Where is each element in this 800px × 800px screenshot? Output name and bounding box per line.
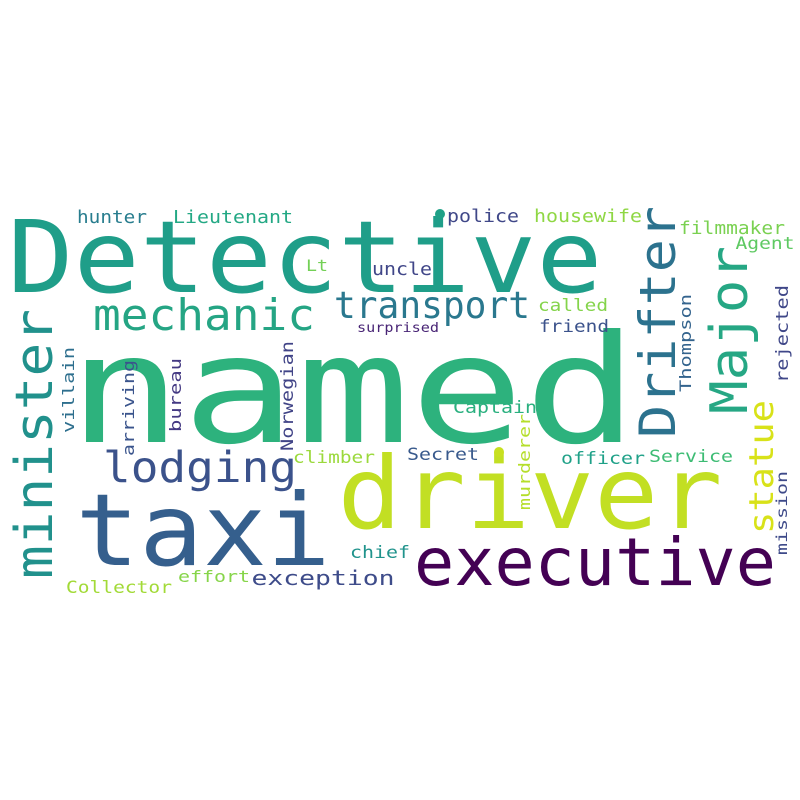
word-named: named: [68, 304, 638, 478]
word-drifter: Drifter: [629, 206, 687, 438]
word-norwegian: Norwegian: [278, 341, 298, 451]
word-murderer: murderer: [515, 414, 534, 510]
word-lieutenant: Lieutenant: [173, 207, 293, 228]
word-driver: driver: [338, 435, 723, 552]
word-secret: Secret: [407, 445, 479, 465]
word-taxi: taxi: [76, 472, 331, 589]
word-exception: exception: [252, 566, 395, 590]
word-lodging: lodging: [103, 443, 297, 493]
word-filmmaker: filmmaker: [679, 218, 785, 239]
word-rejected: rejected: [773, 285, 793, 383]
dot-teal: [435, 209, 445, 219]
word-police: police: [447, 206, 519, 227]
word-major: Major: [700, 246, 760, 414]
word-friend: friend: [539, 317, 609, 337]
word-uncle: uncle: [372, 259, 432, 280]
word-agent: Agent: [736, 234, 795, 254]
word-effort: effort: [178, 567, 250, 586]
word-collector: Collector: [66, 578, 172, 598]
dot-lime: [494, 447, 504, 457]
word-captain: Captain: [453, 398, 537, 418]
word-service: Service: [649, 447, 733, 467]
word-statue: statue: [742, 400, 782, 534]
word-minister: minister: [5, 309, 65, 579]
word-chief: chief: [350, 543, 410, 563]
word-surprised: surprised: [357, 321, 439, 336]
word-mission: mission: [773, 471, 791, 555]
word-villain: villain: [59, 347, 78, 433]
word-hunter: hunter: [77, 207, 147, 228]
word-arriving: arriving: [119, 360, 138, 456]
word-bureau: bureau: [166, 358, 185, 432]
word-transport: transport: [334, 284, 530, 327]
word-detective: Detective: [8, 199, 603, 316]
word-mechanic: mechanic: [93, 290, 315, 341]
word-thompson: Thompson: [676, 294, 695, 392]
word-lt: Lt: [306, 256, 328, 275]
word-housewife: housewife: [534, 206, 642, 227]
word-executive: executive: [414, 524, 776, 601]
word-climber: climber: [293, 448, 375, 468]
word-called: called: [538, 296, 608, 316]
word-officer: officer: [561, 449, 645, 469]
